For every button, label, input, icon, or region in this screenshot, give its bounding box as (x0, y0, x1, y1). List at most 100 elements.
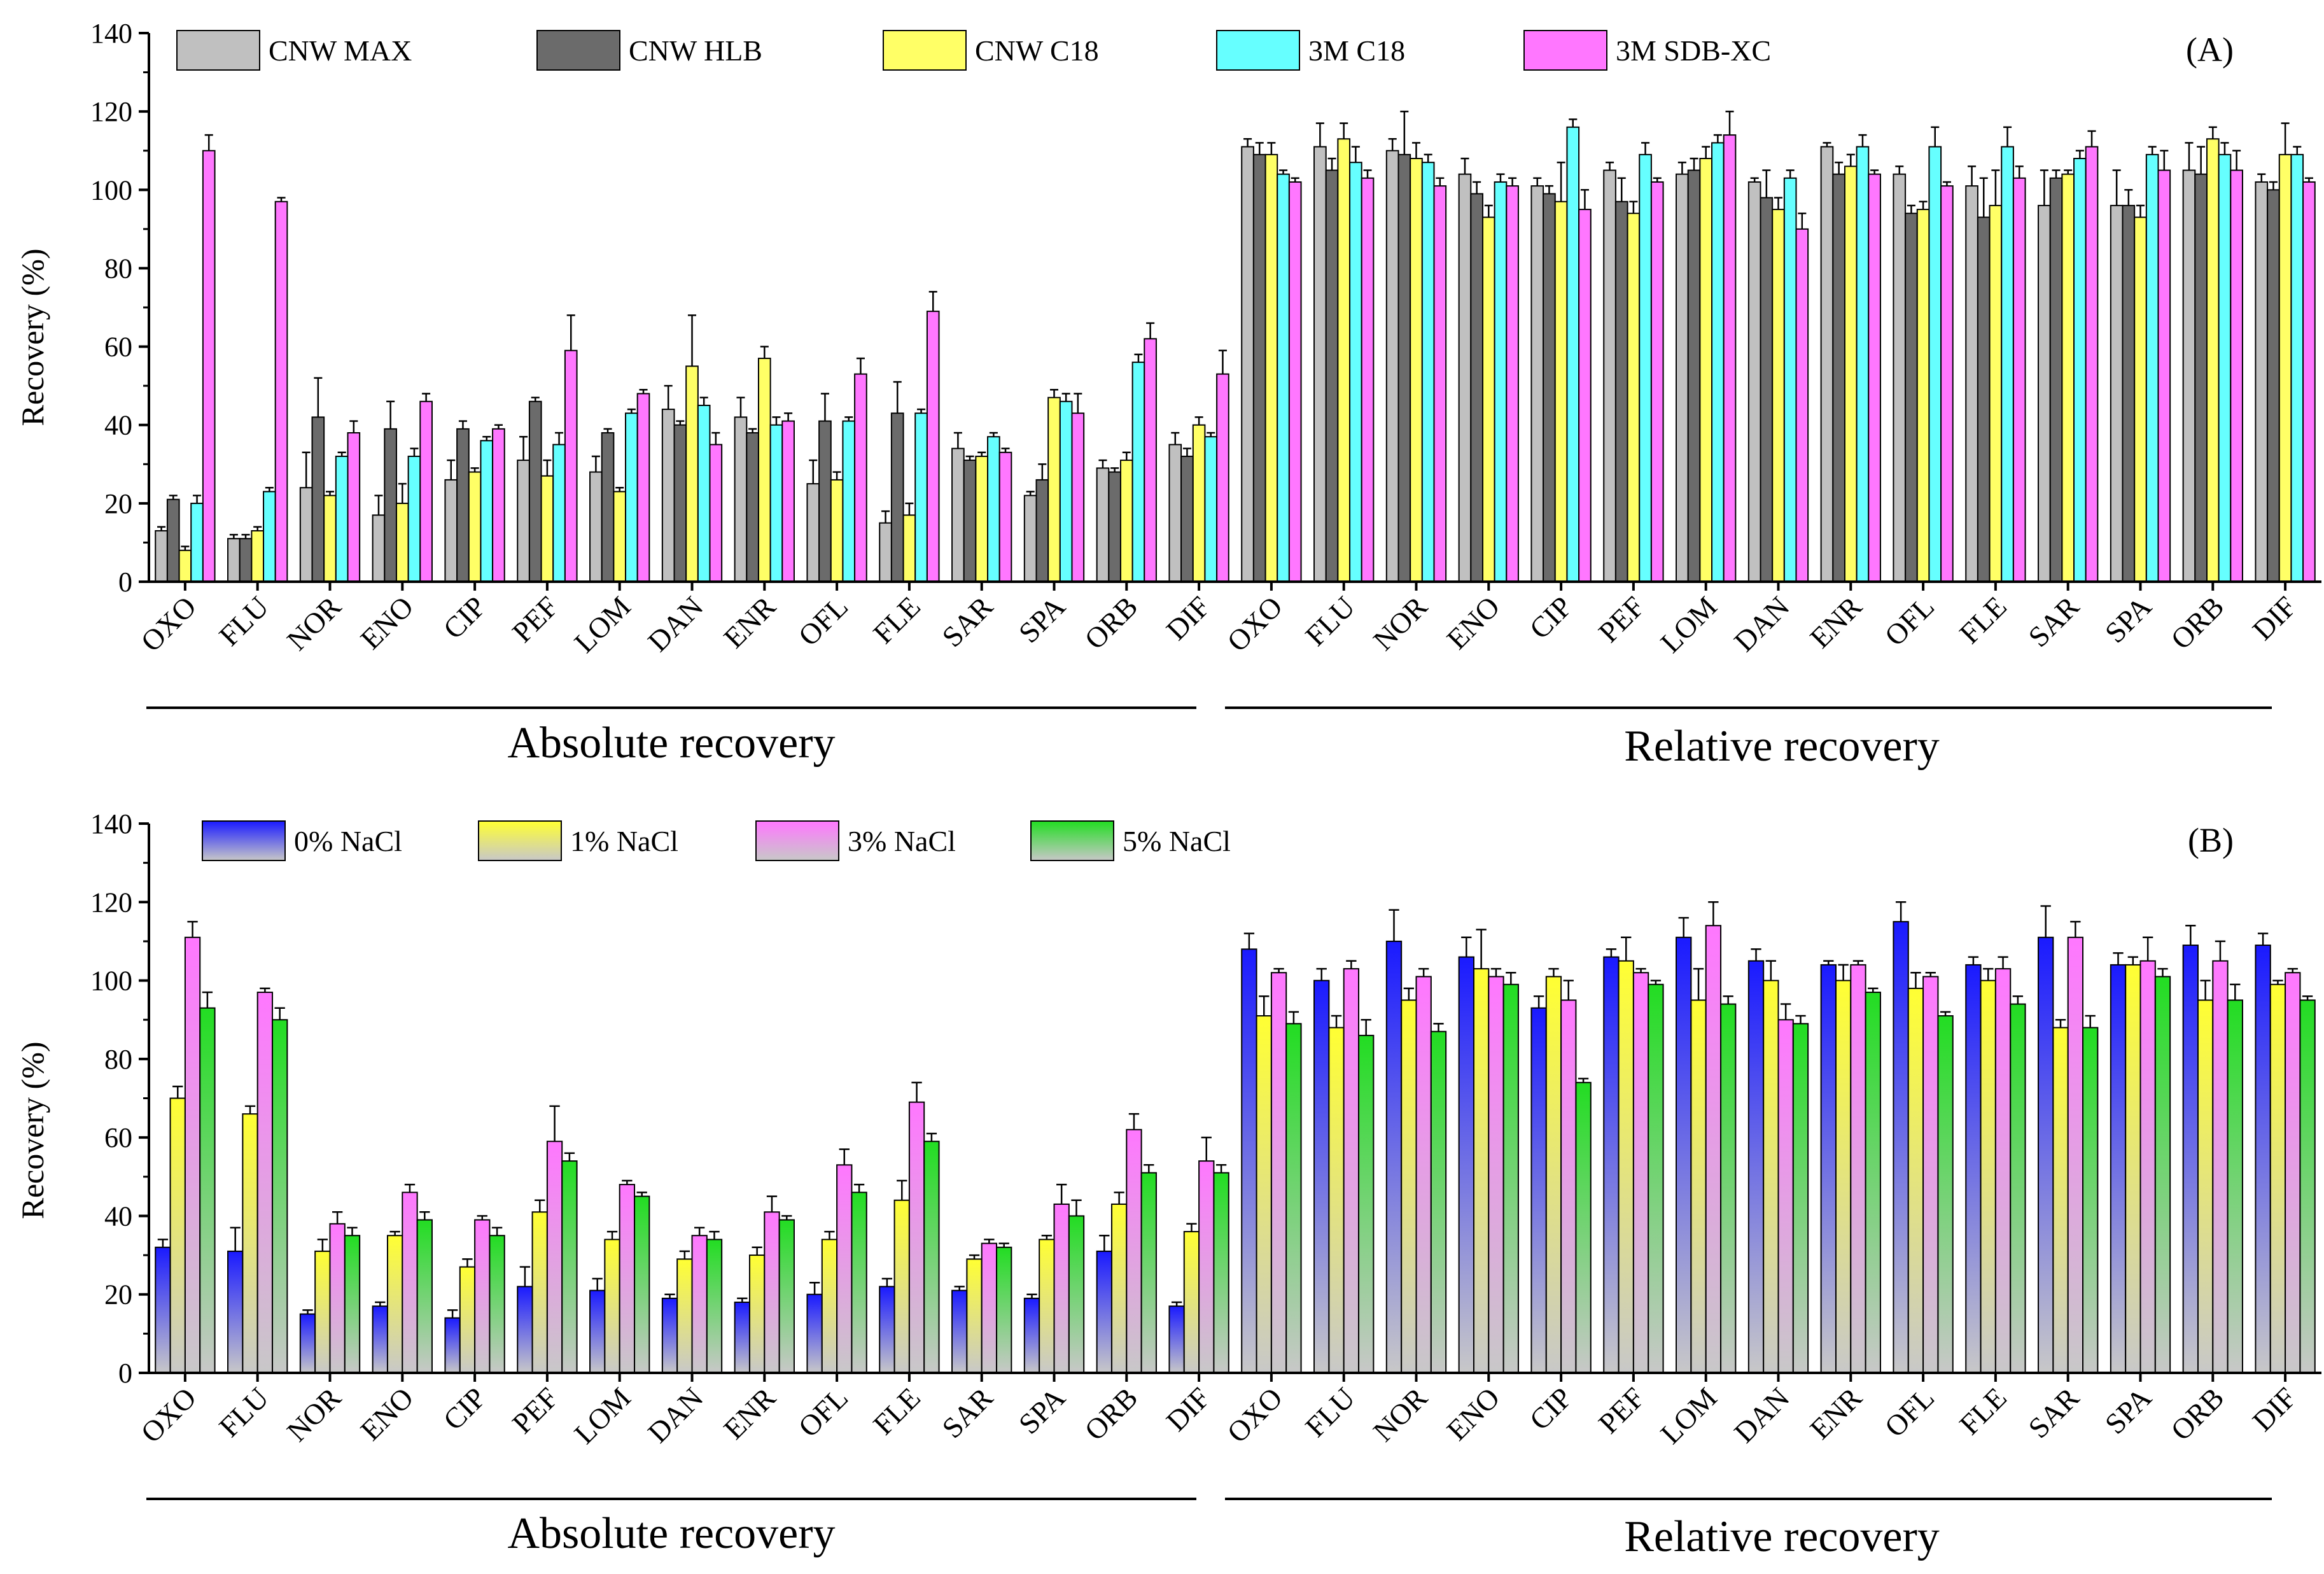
panel-b-y-tick-label-0: 0 (118, 1358, 132, 1389)
panel-b-bar-lom-21-series-2 (1705, 925, 1722, 1374)
panel-a-group-title-absolute: Absolute recovery (507, 719, 835, 768)
panel-a-bar-nor-17-series-2 (1410, 158, 1423, 582)
panel-a-bar-eno-3-series-0 (372, 514, 386, 583)
panel-b-bar-sar-11-series-1 (966, 1258, 983, 1374)
panel-b-bar-dif-29-series-1 (2269, 983, 2286, 1374)
panel-b-bar-ofl-24-series-1 (1907, 987, 1924, 1374)
panel-a-legend-swatch-3 (1216, 30, 1300, 71)
panel-b-bar-enr-23-series-2 (1850, 964, 1866, 1374)
panel-b-x-tick-label-enr-23: ENR (1803, 1381, 1868, 1445)
panel-b-bar-pef-20-series-2 (1632, 972, 1649, 1374)
panel-b-bar-ofl-24-series-0 (1893, 921, 1909, 1374)
panel-b-x-tick-label-lom-21: LOM (1654, 1381, 1723, 1450)
panel-b-x-tick-label-sar-11: SAR (935, 1381, 999, 1445)
panel-b-bar-dan-7-series-3 (706, 1239, 723, 1374)
panel-a-bar-flu-16-series-2 (1337, 138, 1351, 583)
panel-a-bar-orb-28-series-4 (2230, 169, 2243, 582)
panel-a-bar-lom-21-series-4 (1723, 134, 1737, 582)
panel-a-x-tick-label-eno-3: ENO (354, 590, 419, 656)
panel-a-bar-dif-14-series-2 (1192, 424, 1206, 583)
panel-a-bar-pef-5-series-1 (528, 400, 542, 583)
panel-b-bar-lom-21-series-3 (1720, 1003, 1737, 1374)
panel-b-bar-spa-12-series-0 (1023, 1297, 1040, 1374)
panel-a-bar-dif-29-series-0 (2255, 181, 2269, 583)
panel-b-group-title-absolute: Absolute recovery (507, 1509, 835, 1558)
panel-b-bar-pef-5-series-1 (531, 1211, 548, 1374)
panel-b-y-tick-label-140: 140 (90, 808, 132, 840)
panel-b-bar-cip-19-series-0 (1530, 1007, 1547, 1374)
panel-b-y-tick-label-80: 80 (104, 1044, 132, 1075)
panel-b-bar-flu-1-series-2 (256, 992, 274, 1374)
panel-a-bar-dif-14-series-4 (1216, 373, 1229, 582)
panel-a-bar-ofl-24-series-3 (1928, 146, 1942, 582)
panel-b-bar-lom-6-series-1 (604, 1239, 620, 1374)
panel-a-bar-enr-23-series-1 (1832, 173, 1845, 583)
panel-a-bar-oxo-0-series-4 (202, 150, 216, 582)
panel-a-bar-spa-12-series-3 (1059, 400, 1073, 583)
panel-a-bar-lom-6-series-0 (589, 471, 603, 582)
panel-b-y-tick-label-40: 40 (104, 1200, 132, 1232)
panel-b-bar-dif-14-series-2 (1198, 1160, 1215, 1374)
panel-a-bar-ofl-24-series-0 (1893, 173, 1907, 583)
panel-a-bar-ofl-24-series-4 (1940, 185, 1954, 582)
panel-b-bar-enr-23-series-0 (1820, 964, 1837, 1374)
panel-b-x-tick-label-fle-25: FLE (1953, 1381, 2013, 1441)
panel-b-bar-orb-28-series-0 (2182, 945, 2199, 1374)
panel-b-bar-ofl-9-series-2 (836, 1164, 853, 1374)
panel-b-bar-eno-18-series-0 (1458, 956, 1474, 1374)
panel-a-bar-fle-10-series-3 (914, 412, 928, 582)
panel-a-bar-dan-7-series-4 (709, 444, 723, 582)
panel-a-legend-label-1: CNW HLB (629, 34, 762, 67)
panel-b-x-tick-label-orb-28: ORB (2164, 1381, 2230, 1447)
panel-b-bar-flu-16-series-2 (1343, 968, 1360, 1374)
panel-b-bar-enr-8-series-0 (734, 1302, 750, 1374)
panel-a-bar-cip-19-series-2 (1554, 200, 1568, 582)
panel-a-bar-fle-10-series-4 (926, 311, 940, 582)
panel-a-bar-orb-28-series-3 (2218, 153, 2232, 582)
panel-a-bar-fle-25-series-3 (2001, 146, 2014, 582)
panel-b-bar-nor-17-series-1 (1401, 999, 1417, 1374)
panel-b-bar-dif-29-series-3 (2299, 999, 2316, 1374)
panel-b-bar-orb-28-series-3 (2227, 999, 2243, 1374)
panel-b-bar-eno-18-series-2 (1488, 976, 1504, 1374)
panel-a-legend-swatch-0 (176, 30, 260, 71)
panel-a-legend: CNW MAX CNW HLB CNW C18 3M C18 3M SDB-XC (176, 30, 1771, 71)
panel-a-bar-flu-1-series-4 (274, 200, 288, 582)
panel-a-x-tick-label-dan-22: DAN (1728, 590, 1796, 658)
panel-b-legend-label-2: 3% NaCl (848, 825, 956, 857)
panel-b-x-tick-label-oxo-15: OXO (1221, 1381, 1289, 1449)
panel-a-bar-pef-20-series-3 (1639, 153, 1652, 582)
panel-a-bar-flu-16-series-3 (1349, 162, 1362, 582)
panel-b-bar-enr-8-series-2 (764, 1211, 780, 1374)
panel-a-bar-nor-17-series-3 (1421, 162, 1435, 582)
panel-a-bar-dif-29-series-2 (2278, 153, 2292, 582)
panel-b-bar-enr-23-series-1 (1835, 980, 1852, 1374)
panel-b-x-tick-label-oxo-0: OXO (134, 1381, 202, 1449)
panel-a-bar-eno-18-series-1 (1470, 193, 1483, 582)
panel-b-bar-oxo-0-series-2 (184, 936, 201, 1374)
panel-a-bar-enr-8-series-2 (757, 358, 771, 582)
panel-a-legend-label-3: 3M C18 (1308, 34, 1405, 67)
panel-b-x-tick-label-spa-27: SPA (2099, 1381, 2158, 1440)
panel-a-bar-dan-22-series-0 (1747, 181, 1761, 583)
panel-a-x-tick-label-nor-17: NOR (1367, 590, 1434, 657)
panel-a-bar-fle-25-series-2 (1989, 204, 2003, 583)
panel-b-bar-nor-17-series-3 (1430, 1030, 1447, 1374)
panel-b-bar-ofl-24-series-3 (1937, 1015, 1954, 1374)
panel-a-x-tick-label-orb-13: ORB (1078, 590, 1144, 656)
panel-a-bar-dif-29-series-3 (2290, 153, 2304, 582)
panel-a-bar-sar-26-series-0 (2038, 204, 2051, 583)
panel-a-legend-label-0: CNW MAX (269, 34, 412, 67)
panel-a-bar-eno-3-series-4 (419, 400, 433, 583)
panel-b-bar-oxo-0-series-0 (155, 1246, 171, 1374)
panel-a-x-tick-label-enr-8: ENR (717, 590, 781, 654)
panel-a-bar-cip-19-series-1 (1543, 193, 1556, 582)
panel-a-x-tick-label-ofl-24: OFL (1879, 590, 1941, 652)
panel-b-bar-dan-7-series-1 (676, 1258, 693, 1374)
panel-a-bar-flu-1-series-2 (251, 530, 265, 583)
panel-b-x-tick-label-ofl-24: OFL (1879, 1381, 1941, 1444)
panel-a-bar-orb-13-series-4 (1144, 338, 1157, 582)
panel-b-x-tick-label-flu-16: FLU (1299, 1381, 1361, 1444)
panel-a-x-tick-label-sar-11: SAR (935, 590, 999, 654)
panel-b-x-tick-label-fle-10: FLE (867, 1381, 927, 1441)
